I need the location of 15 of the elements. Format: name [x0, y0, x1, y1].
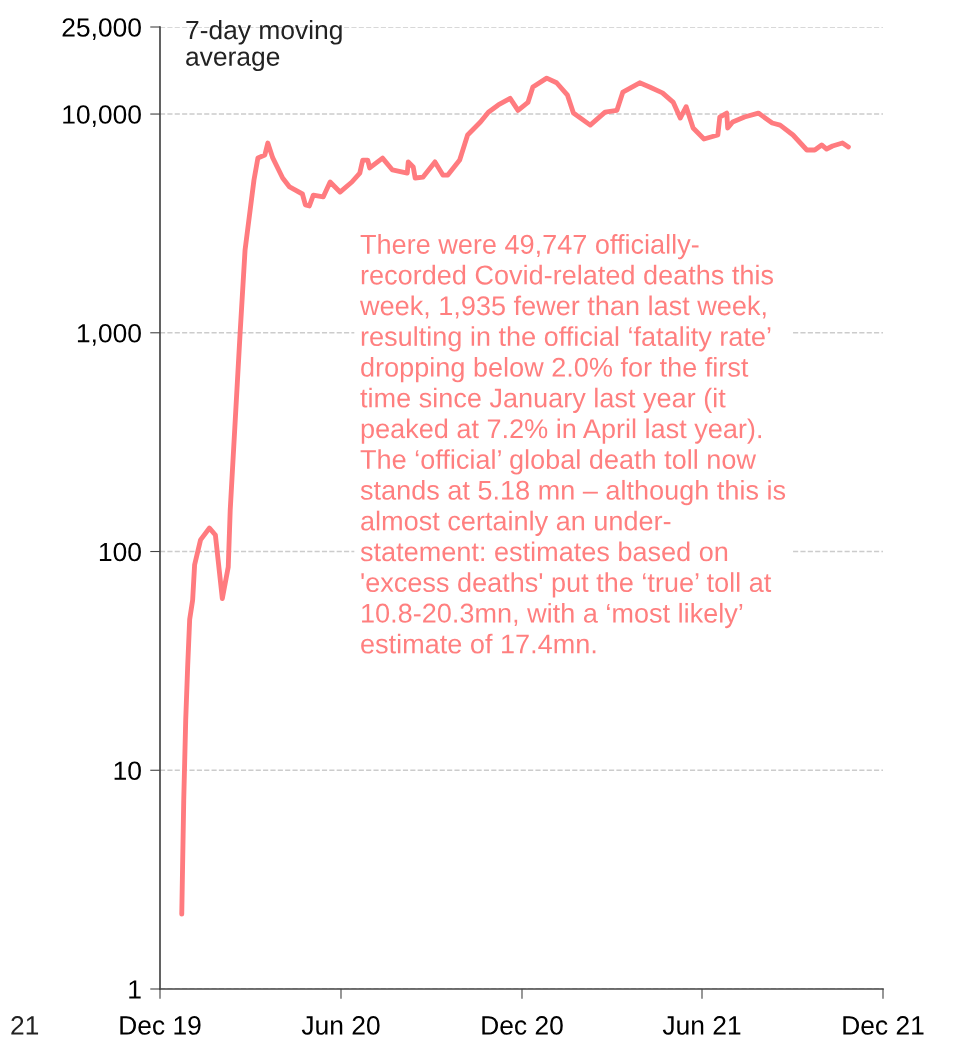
- y-tick-label: 10: [114, 761, 141, 781]
- y-tick-label: 100: [99, 542, 141, 562]
- annotation: 7-day moving average: [186, 20, 342, 72]
- text: There were 49,747 officially- recorded Covid-related deaths this week, 1,935 fewer than last week, resulting in the official ‘fatality rate’ dropping below 2.0% for the first time since January last year (it peaked at 7.2% in April last year). The ‘official’ global death toll now stands at 5.18 mn – although this is almost certainly an under- statement: estimates based on 'excess deaths' put the ‘true’ toll at 10.8-20.3mn, with a ‘most likely’ estimate of 17.4mn.: [359, 234, 786, 654]
- y-tick-label: 25,000: [62, 18, 141, 40]
- y-tick-label: 10,000: [63, 105, 141, 127]
- x-tick-label: Dec 19: [120, 1016, 201, 1035]
- y-tick-label: 1,000: [77, 323, 141, 346]
- text: 21: [11, 1016, 39, 1035]
- line-series: [179, 75, 851, 917]
- x-tick-label: Dec 21: [843, 1016, 924, 1035]
- y-tick-label: 1: [129, 980, 141, 999]
- x-tick-label: Dec 20: [482, 1016, 563, 1035]
- x-tick-label: Jun 20: [301, 1016, 380, 1035]
- x-tick-label: Jun 21: [662, 1016, 741, 1035]
